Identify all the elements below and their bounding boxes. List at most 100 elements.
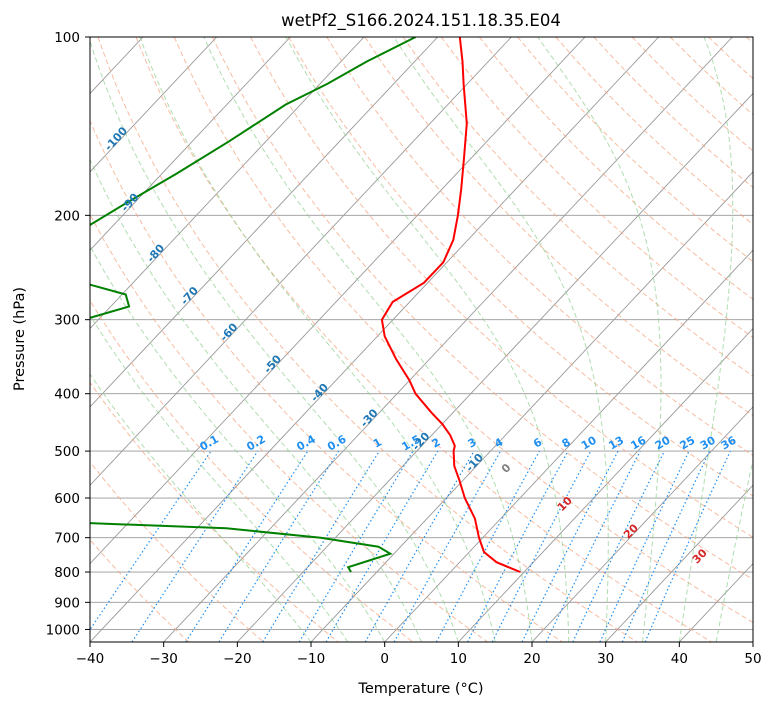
mixing-ratio-label: 20 [653, 433, 673, 452]
isotherm-line [237, 92, 753, 642]
moist-adiabat-line [139, 37, 496, 642]
isotherm-line [458, 327, 753, 642]
y-tick-label: 300 [54, 313, 80, 329]
mixing-ratio-label: 36 [719, 433, 739, 452]
moist-adiabat-line [90, 314, 349, 642]
dry-adiabat-label: -90 [119, 191, 142, 215]
moist-adiabat-line [90, 158, 422, 642]
x-tick-label: 40 [671, 651, 688, 667]
isotherm-line [90, 37, 291, 251]
isotherm-line [163, 37, 733, 642]
y-tick-label: 500 [54, 444, 80, 460]
dry-adiabat-label: -20 [410, 429, 433, 453]
mixing-ratio-label: 10 [579, 433, 599, 452]
isotherm-line [90, 37, 586, 565]
x-tick-label: 20 [523, 651, 540, 667]
x-tick-label: 10 [450, 651, 467, 667]
dry-adiabat-line [135, 37, 712, 642]
dry-adiabat-label: -100 [102, 124, 130, 153]
isotherm-line [605, 484, 753, 642]
mixing-ratio-line [218, 450, 340, 642]
isotherm-line [90, 37, 365, 330]
y-axis-label: Pressure (hPa) [12, 287, 28, 391]
moist-adiabat-label: 0 [499, 461, 514, 476]
dry-adiabat-line [211, 37, 753, 581]
x-tick-label: 0 [380, 651, 389, 667]
y-tick-label: 700 [54, 531, 80, 547]
mixing-ratio-label: 0.6 [325, 432, 349, 453]
moist-adiabat-line [203, 37, 533, 642]
moist-adiabat-line [285, 37, 570, 642]
mixing-ratio-line [572, 450, 665, 642]
background-lines [0, 37, 753, 642]
dry-adiabat-line [90, 539, 190, 642]
dry-adiabat-line [402, 37, 753, 377]
y-tick-label: 100 [54, 30, 80, 46]
mixing-ratio-line [185, 450, 309, 642]
mixing-ratio-line [393, 450, 502, 642]
dry-adiabat-line [517, 37, 753, 263]
plot-frame [89, 36, 754, 643]
dry-adiabat-line [90, 299, 414, 642]
dry-adiabat-label: -40 [308, 381, 331, 405]
y-axis-ticks: 100 200 300 400 500 600 700 800 900 1000 [46, 30, 90, 638]
mixing-ratio-label: 25 [677, 434, 697, 453]
mixing-ratio-line [545, 450, 641, 642]
mixing-ratio-line [435, 450, 540, 642]
data-lines [90, 37, 521, 573]
dry-adiabat-line [669, 37, 753, 116]
dry-adiabat-line [97, 37, 638, 642]
dry-adiabat-line [173, 37, 753, 624]
mixing-ratio-label: 30 [698, 433, 718, 452]
mixing-ratio-line [599, 450, 690, 642]
dry-adiabat-line [746, 37, 753, 44]
moist-adiabat-line [90, 244, 386, 642]
chart-title: wetPf2_S166.2024.151.18.35.E04 [281, 11, 561, 31]
dry-adiabat-line [90, 213, 488, 642]
mixing-ratio-line [644, 450, 731, 642]
mixing-ratio-label: 0.2 [244, 433, 267, 454]
dry-adiabat-line [288, 37, 753, 497]
dry-adiabat-line [250, 37, 753, 538]
dry-adiabat-line [479, 37, 753, 300]
isotherm-line [90, 37, 512, 486]
y-tick-label: 800 [54, 565, 80, 581]
moist-adiabat-line [537, 37, 662, 642]
annotations: 0.1 0.2 0.4 0.6 1 1.5 2 3 4 6 8 10 13 16 20 25 30 36-100-… [102, 124, 739, 566]
moist-adiabat-label: 20 [621, 521, 641, 541]
mixing-ratio-line [521, 450, 619, 642]
x-axis-label: Temperature (°C) [357, 681, 483, 697]
y-tick-label: 1000 [46, 622, 80, 638]
mixing-ratio-line [131, 450, 259, 642]
x-tick-label: 50 [744, 651, 761, 667]
x-tick-label: 30 [597, 651, 614, 667]
y-tick-label: 600 [54, 491, 80, 507]
dry-adiabat-label: -50 [261, 352, 284, 376]
isotherm-line [752, 641, 753, 642]
dry-adiabat-label: -10 [463, 451, 486, 475]
temperature-line [380, 37, 521, 573]
dry-adiabat-line [90, 119, 563, 642]
dry-adiabat-label: -30 [358, 406, 381, 430]
mixing-ratio-line [621, 450, 711, 642]
dry-adiabat-label: -60 [217, 320, 240, 344]
isotherm-line [90, 37, 439, 408]
y-tick-label: 200 [54, 208, 80, 224]
dry-adiabat-label: -80 [144, 241, 167, 265]
moist-adiabat-line [678, 37, 734, 642]
moist-adiabat-line [90, 373, 312, 642]
mixing-ratio-label: 1 [371, 436, 384, 451]
isotherm-line [0, 37, 69, 642]
moist-adiabat-line [715, 457, 753, 642]
y-tick-label: 900 [54, 595, 80, 611]
mixing-ratio-line [90, 450, 212, 631]
isotherm-line [531, 406, 753, 642]
mixing-ratio-label: 3 [466, 436, 479, 451]
mixing-ratio-line [262, 450, 380, 642]
mixing-ratio-line [325, 450, 439, 642]
moist-adiabat-line [90, 39, 459, 642]
dry-adiabat-line [708, 37, 753, 80]
isotherm-line [90, 37, 218, 173]
moist-adiabat-line [393, 37, 609, 642]
